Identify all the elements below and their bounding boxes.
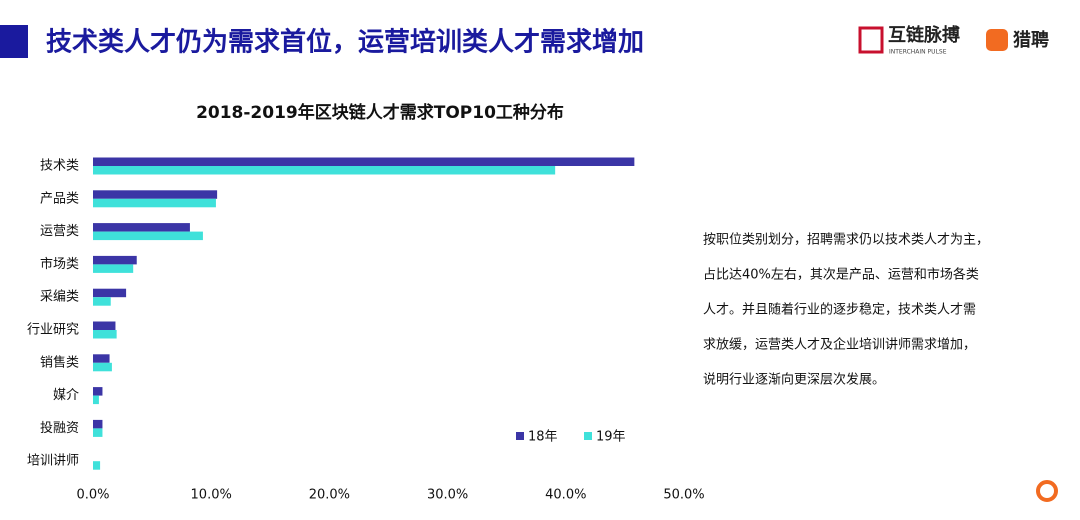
- title-accent: [0, 25, 28, 58]
- slide-title: 技术类人才仍为需求首位，运营培训类人才需求增加: [46, 27, 644, 58]
- y-tick-label: 产品类: [40, 191, 79, 206]
- logo-partner: 猎聘: [1013, 29, 1049, 51]
- description-line: 占比达40%左右，其次是产品、运营和市场各类: [703, 267, 979, 283]
- y-tick-label: 采编类: [40, 290, 79, 305]
- logo-sub: INTERCHAIN PULSE: [889, 49, 947, 56]
- bar: [93, 387, 103, 396]
- bar: [93, 157, 635, 166]
- x-tick-label: 10.0%: [191, 488, 232, 503]
- description-line: 按职位类别划分，招聘需求仍以技术类人才为主，: [703, 233, 989, 248]
- legend-swatch: [584, 432, 592, 440]
- bar: [93, 330, 117, 339]
- bar: [93, 362, 112, 372]
- bar: [93, 395, 99, 405]
- bar: [93, 231, 203, 241]
- y-tick-label: 媒介: [53, 388, 79, 403]
- x-tick-label: 20.0%: [309, 488, 350, 503]
- y-tick-label: 市场类: [40, 256, 79, 272]
- y-tick-label: 技术类: [40, 159, 79, 174]
- chart-title: 2018-2019年区块链人才需求TOP10工种分布: [196, 102, 564, 123]
- logo-main: 互链脉搏: [888, 24, 960, 46]
- y-tick-label: 运营类: [40, 224, 79, 239]
- legend-swatch: [516, 432, 524, 440]
- description-line: 说明行业逐渐向更深层次发展。: [703, 372, 885, 388]
- logo-icon: [858, 26, 884, 54]
- bar: [93, 166, 556, 175]
- bar: [93, 461, 101, 470]
- bar: [93, 321, 116, 330]
- x-tick-label: 0.0%: [76, 488, 109, 503]
- legend-label: 19年: [596, 430, 626, 445]
- partner-icon: [986, 29, 1008, 51]
- bar: [93, 190, 218, 199]
- bar: [93, 264, 134, 273]
- bar: [93, 428, 103, 437]
- x-tick-label: 50.0%: [663, 488, 704, 503]
- bar: [93, 354, 110, 363]
- y-tick-label: 行业研究: [27, 323, 79, 338]
- bar: [93, 198, 216, 208]
- y-tick-label: 培训讲师: [27, 453, 79, 469]
- description-line: 人才。并且随着行业的逐步稳定，技术类人才需: [703, 302, 976, 318]
- bar: [93, 297, 111, 306]
- bar: [93, 223, 190, 232]
- bar: [93, 255, 137, 265]
- bar: [93, 419, 103, 429]
- bar: [93, 288, 127, 298]
- x-tick-label: 30.0%: [427, 488, 468, 503]
- corner-icon: [1036, 480, 1058, 502]
- y-tick-label: 销售类: [40, 354, 79, 370]
- legend-label: 18年: [528, 430, 558, 445]
- y-tick-label: 投融资: [40, 420, 79, 436]
- x-tick-label: 40.0%: [545, 488, 586, 503]
- description-line: 求放缓，运营类人才及企业培训讲师需求增加，: [703, 337, 976, 353]
